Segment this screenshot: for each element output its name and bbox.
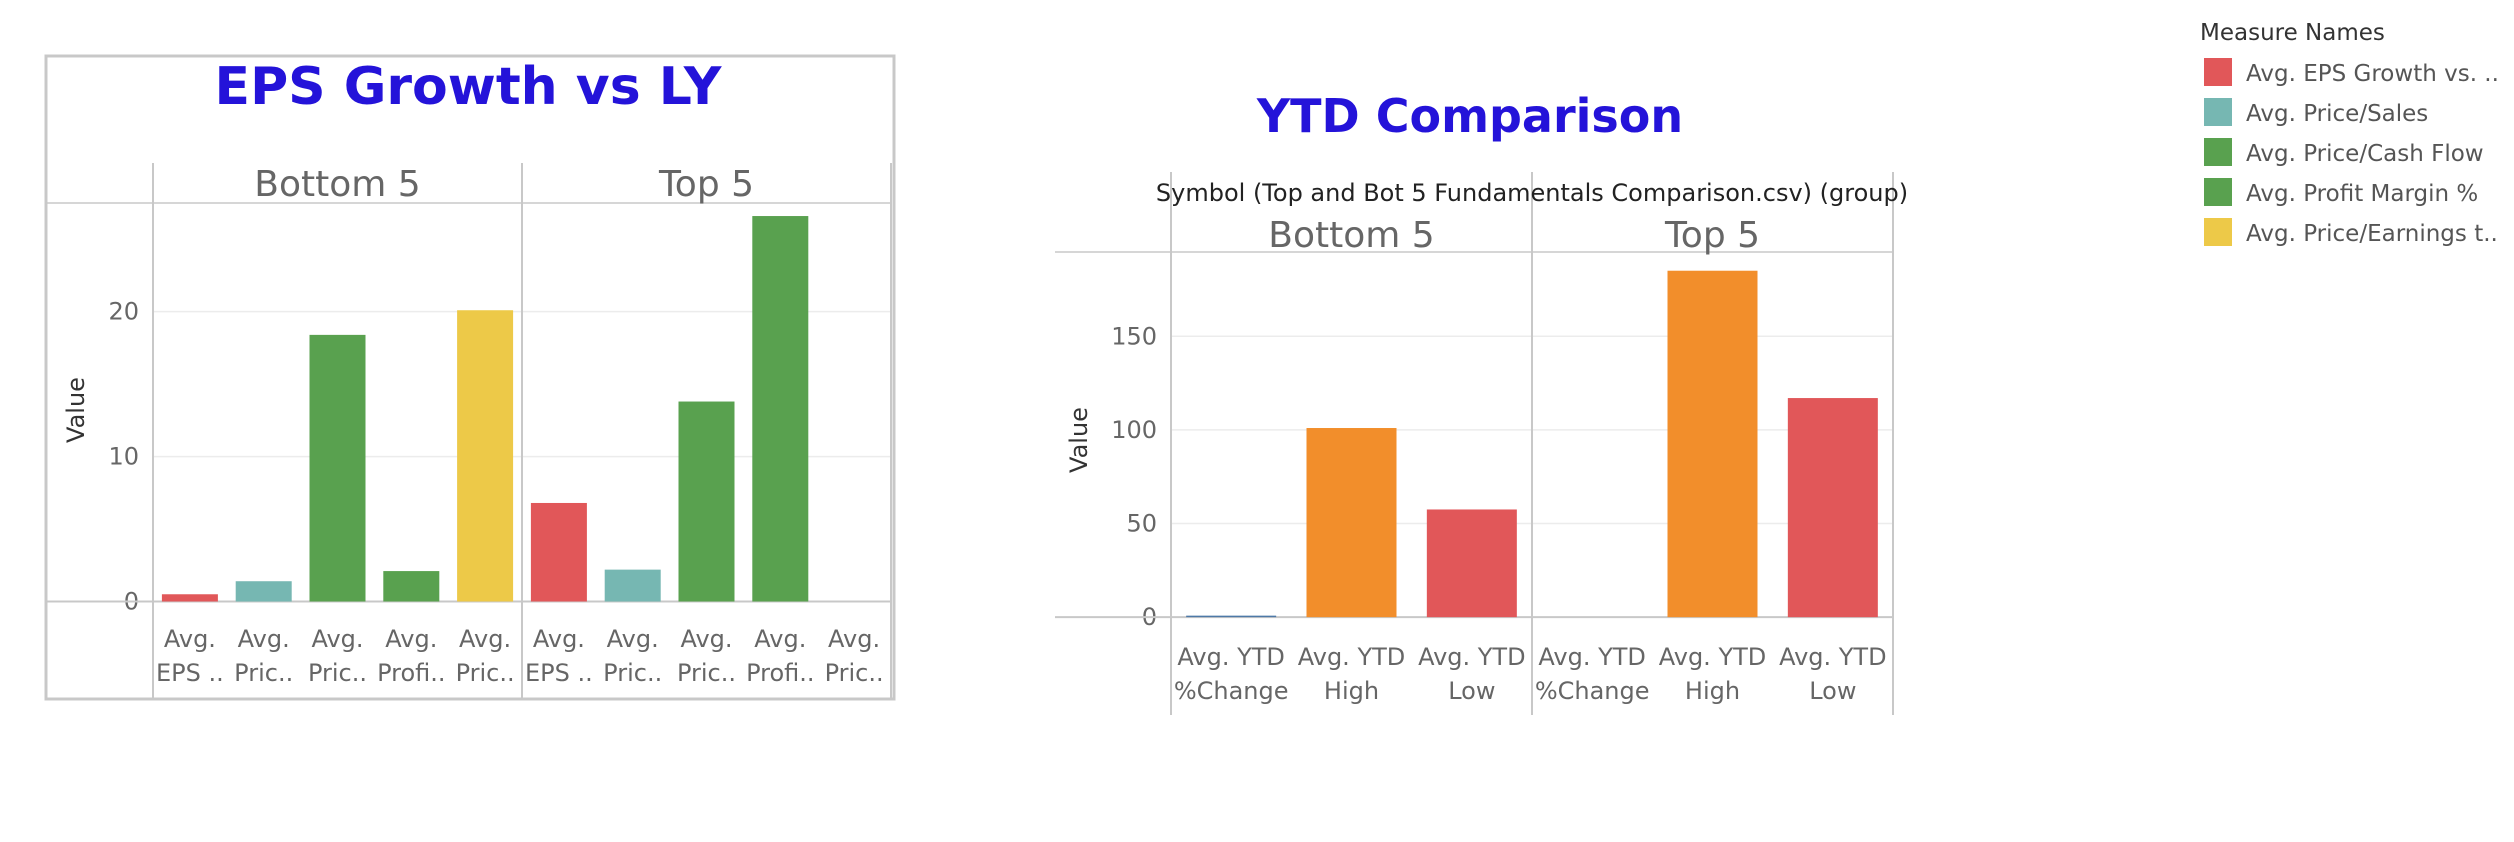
x-tick-label: Avg. — [680, 625, 732, 653]
x-tick-label: Low — [1448, 677, 1495, 705]
x-tick-label: Avg. — [754, 625, 806, 653]
legend-item: Avg. EPS Growth vs. .. — [2204, 58, 2499, 87]
x-tick-label: Avg. YTD — [1538, 643, 1646, 671]
y-tick-label: 10 — [108, 443, 139, 471]
y-axis-label: Value — [62, 377, 90, 443]
bar — [457, 310, 514, 602]
x-tick-label: High — [1685, 677, 1740, 705]
y-tick-label: 20 — [108, 298, 139, 326]
bar — [530, 502, 587, 602]
x-tick-label: Avg. — [238, 625, 290, 653]
x-tick-label: Pric.. — [677, 659, 736, 687]
bar — [309, 334, 366, 602]
x-tick-label: %Change — [1174, 677, 1289, 705]
legend-item: Avg. Price/Sales — [2204, 98, 2428, 127]
y-tick-label: 50 — [1126, 510, 1157, 538]
x-tick-label: Pric.. — [308, 659, 367, 687]
x-tick-label: Profi.. — [746, 659, 814, 687]
bar — [752, 216, 809, 602]
x-tick-label: High — [1324, 677, 1379, 705]
x-tick-label: Avg. YTD — [1177, 643, 1285, 671]
panel-label-bottom-5: Bottom 5 — [254, 164, 420, 205]
legend-label: Avg. Price/Cash Flow — [2246, 141, 2484, 167]
x-tick-label: %Change — [1535, 677, 1650, 705]
legend-label: Avg. Price/Sales — [2246, 101, 2428, 127]
x-tick-label: Avg. — [533, 625, 585, 653]
legend-item: Avg. Profit Margin % — [2204, 178, 2478, 207]
x-tick-label: Avg. — [607, 625, 659, 653]
x-tick-label: EPS .. — [156, 659, 224, 687]
column-header: Symbol (Top and Bot 5 Fundamentals Compa… — [1156, 179, 1908, 207]
bar — [383, 571, 440, 602]
legend-label: Avg. EPS Growth vs. .. — [2246, 61, 2499, 87]
chart-title: EPS Growth vs LY — [215, 57, 723, 117]
x-tick-label: Pric.. — [234, 659, 293, 687]
bar — [604, 569, 661, 602]
panel-label-top-5: Top 5 — [1664, 215, 1760, 256]
bar — [1426, 509, 1517, 618]
y-axis-label: Value — [1065, 407, 1093, 473]
legend-swatch — [2204, 98, 2232, 126]
x-tick-label: Pric.. — [825, 659, 884, 687]
bar — [678, 401, 735, 602]
chart-border — [44, 54, 896, 701]
x-tick-label: Avg. — [385, 625, 437, 653]
bar — [161, 594, 218, 602]
panel-label-top-5: Top 5 — [658, 164, 754, 205]
legend-item: Avg. Price/Earnings t.. — [2204, 218, 2498, 247]
x-tick-label: Avg. YTD — [1298, 643, 1406, 671]
x-tick-label: Avg. — [164, 625, 216, 653]
legend: Measure Names Avg. EPS Growth vs. .. Avg. … — [2200, 20, 2499, 247]
panel-label-bottom-5: Bottom 5 — [1268, 215, 1434, 256]
legend-swatch — [2204, 138, 2232, 166]
x-tick-label: Avg. — [459, 625, 511, 653]
bar — [1667, 270, 1758, 618]
y-tick-label: 150 — [1111, 322, 1157, 350]
legend-swatch — [2204, 218, 2232, 246]
legend-title: Measure Names — [2200, 20, 2385, 46]
bar — [1787, 398, 1878, 618]
y-tick-label: 100 — [1111, 416, 1157, 444]
x-tick-label: Low — [1809, 677, 1856, 705]
legend-swatch — [2204, 58, 2232, 86]
x-tick-label: Pric.. — [456, 659, 515, 687]
legend-item: Avg. Price/Cash Flow — [2204, 138, 2484, 167]
bar — [1306, 428, 1397, 618]
legend-swatch — [2204, 178, 2232, 206]
x-tick-label: Avg. YTD — [1659, 643, 1767, 671]
legend-label: Avg. Profit Margin % — [2246, 181, 2478, 207]
x-tick-label: Avg. YTD — [1779, 643, 1887, 671]
bar — [1186, 615, 1277, 618]
x-tick-label: Avg. — [311, 625, 363, 653]
x-tick-label: Pric.. — [603, 659, 662, 687]
chart-title: YTD Comparison — [1256, 89, 1683, 143]
bar — [235, 581, 292, 602]
legend-label: Avg. Price/Earnings t.. — [2246, 221, 2498, 247]
x-tick-label: Avg. — [828, 625, 880, 653]
x-tick-label: Avg. YTD — [1418, 643, 1526, 671]
x-tick-label: EPS .. — [525, 659, 593, 687]
x-tick-label: Profi.. — [377, 659, 445, 687]
